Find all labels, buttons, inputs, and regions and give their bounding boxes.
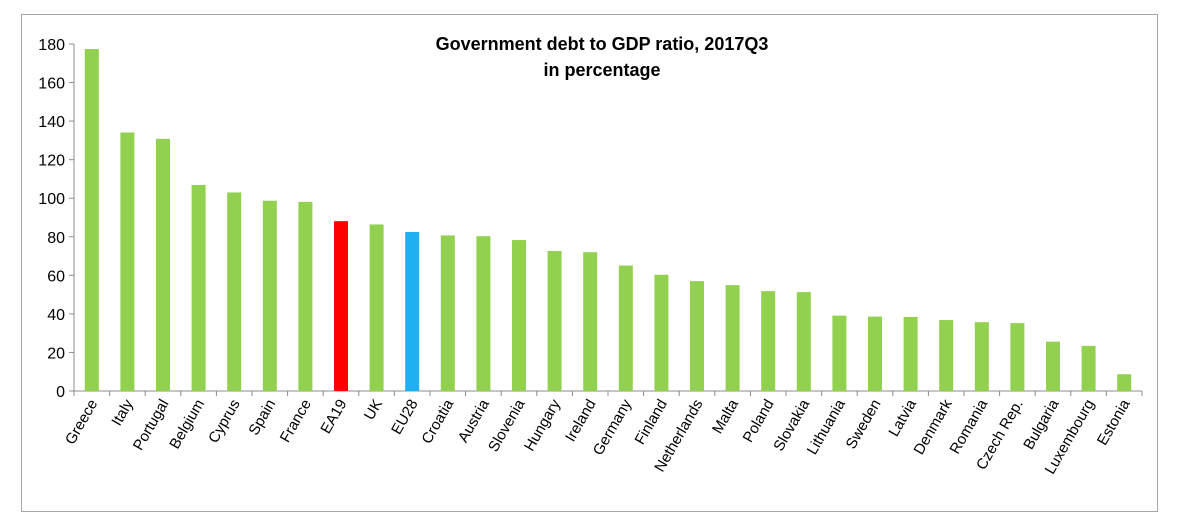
bar	[1081, 345, 1096, 391]
bar	[761, 291, 776, 391]
x-tick-label: France	[277, 397, 315, 446]
x-tick-label: Greece	[62, 397, 101, 448]
x-tick-label: Poland	[740, 397, 778, 446]
bars	[84, 49, 1132, 392]
bar	[262, 200, 277, 391]
bar	[227, 192, 242, 391]
bar	[1010, 323, 1025, 391]
y-tick-label: 80	[47, 230, 65, 247]
x-tick-label: Malta	[709, 396, 742, 437]
y-tick-label: 140	[38, 114, 65, 131]
x-tick-label: Belgium	[166, 397, 208, 452]
bar	[334, 221, 348, 391]
y-tick-label: 120	[38, 153, 65, 170]
bar	[440, 235, 455, 391]
bar-chart: Government debt to GDP ratio, 2017Q3 in …	[38, 34, 1143, 477]
y-tick-label: 160	[38, 76, 65, 93]
bar	[369, 224, 384, 391]
bar	[725, 285, 740, 391]
bar	[832, 315, 847, 391]
x-tick-label: Austria	[455, 396, 493, 445]
x-tick-label: Italy	[108, 396, 137, 429]
axes	[69, 43, 1143, 396]
bar	[547, 251, 562, 391]
x-tick-label: Spain	[245, 397, 279, 439]
bar	[84, 49, 99, 392]
y-tick-label: 20	[47, 345, 65, 362]
x-tick-label: Cyprus	[205, 397, 243, 447]
y-tick-label: 0	[56, 384, 65, 401]
bar	[939, 320, 954, 391]
bar	[654, 274, 669, 391]
bar	[618, 265, 633, 391]
y-tick-label: 40	[47, 307, 65, 324]
x-tick-label: Latvia	[885, 396, 920, 440]
x-tick-label: Estonia	[1094, 396, 1134, 448]
x-tick-label: Sweden	[843, 397, 885, 452]
bar	[903, 316, 918, 391]
bar	[512, 240, 526, 391]
bar	[1117, 374, 1132, 391]
x-tick-label: Croatia	[418, 396, 457, 447]
y-tick-labels: 0 20 40 60 80 100 120 140 160 180	[38, 37, 65, 401]
x-tick-label: Ireland	[562, 397, 600, 445]
x-tick-label: Finland	[632, 397, 671, 448]
bar	[868, 316, 882, 391]
bar	[120, 132, 135, 392]
bar	[156, 138, 170, 391]
bar	[298, 201, 313, 391]
x-tick-label: EA19	[317, 397, 350, 437]
x-tick-label: EU28	[388, 397, 421, 438]
bar	[690, 281, 704, 391]
bar	[405, 231, 420, 391]
bar	[476, 236, 491, 391]
bar	[583, 252, 598, 391]
y-tick-label: 100	[38, 191, 65, 208]
bar	[796, 292, 811, 391]
y-tick-label: 60	[47, 268, 65, 285]
y-tick-label: 180	[38, 37, 65, 54]
x-tick-label: UK	[361, 397, 386, 424]
bar	[1046, 341, 1060, 391]
chart-frame: Government debt to GDP ratio, 2017Q3 in …	[21, 14, 1158, 512]
chart-subtitle: in percentage	[543, 60, 660, 80]
chart-title: Government debt to GDP ratio, 2017Q3	[436, 34, 769, 54]
bar	[191, 184, 206, 391]
bar	[974, 322, 989, 391]
